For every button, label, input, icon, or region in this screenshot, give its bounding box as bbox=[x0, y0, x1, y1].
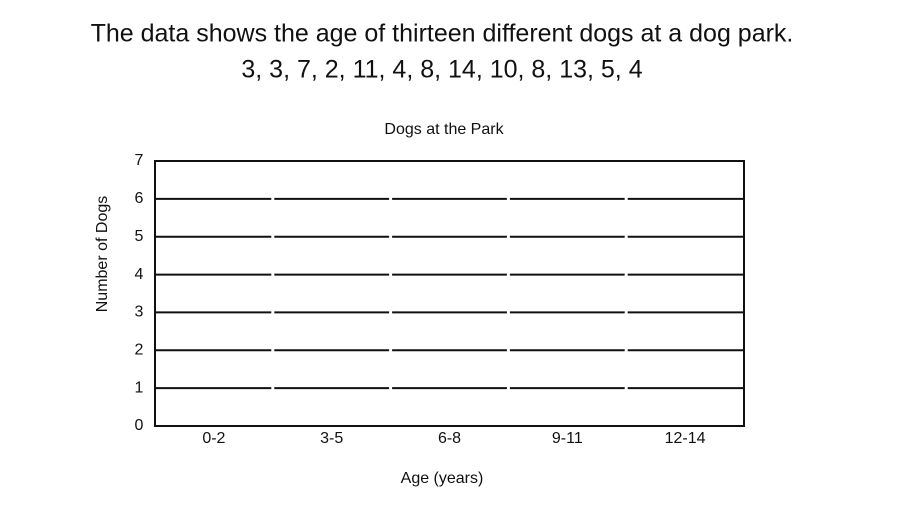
x-tick-label: 3-5 bbox=[320, 430, 343, 447]
plot-frame bbox=[154, 160, 745, 427]
x-tick-label: 9-11 bbox=[552, 430, 583, 447]
y-tick-label: 0 bbox=[135, 417, 144, 434]
x-axis-label: Age (years) bbox=[401, 470, 484, 487]
y-tick-label: 5 bbox=[135, 228, 144, 245]
x-tick-label: 12-14 bbox=[665, 430, 706, 447]
y-tick-label: 7 bbox=[135, 152, 144, 169]
y-tick-label: 4 bbox=[135, 266, 144, 283]
y-tick-label: 2 bbox=[135, 342, 144, 359]
y-tick-label: 1 bbox=[135, 379, 144, 396]
problem-statement: The data shows the age of thirteen diffe… bbox=[91, 20, 794, 48]
problem-data: 3, 3, 7, 2, 11, 4, 8, 14, 10, 8, 13, 5, … bbox=[241, 56, 642, 84]
y-tick-label: 3 bbox=[135, 304, 144, 321]
y-axis-label: Number of Dogs bbox=[94, 196, 111, 313]
x-tick-label: 0-2 bbox=[202, 430, 225, 447]
chart-title: Dogs at the Park bbox=[384, 121, 504, 138]
x-tick-label: 6-8 bbox=[438, 430, 461, 447]
y-tick-label: 6 bbox=[135, 190, 144, 207]
